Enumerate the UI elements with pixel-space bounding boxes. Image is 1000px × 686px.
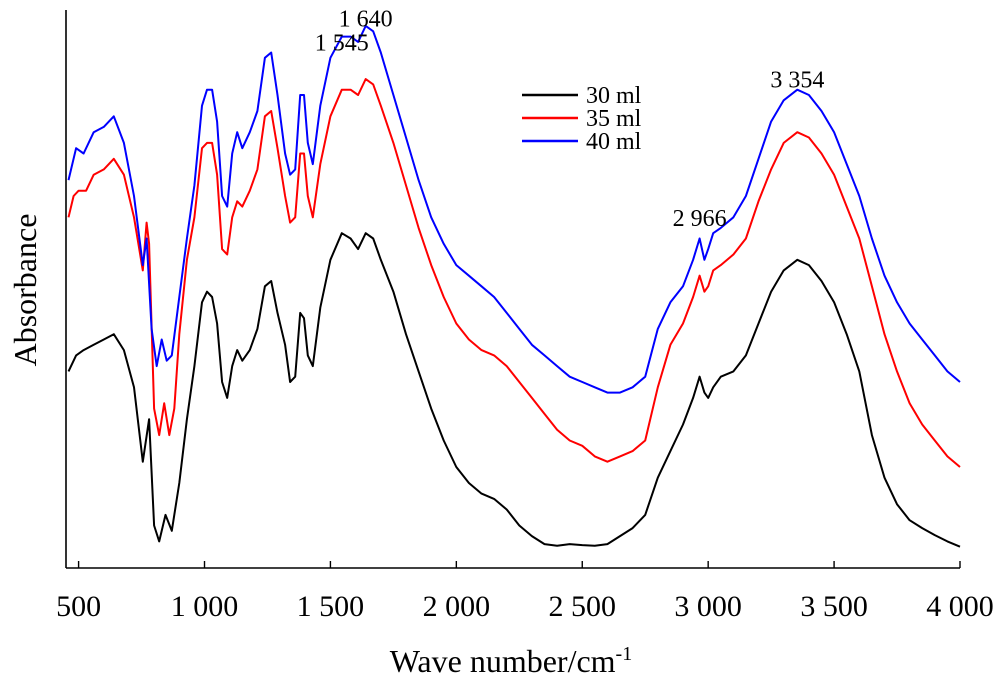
x-axis-title: Wave number/cm-1 xyxy=(390,643,632,679)
plot-frame xyxy=(65,10,960,569)
series-line-30-ml xyxy=(67,232,961,548)
x-tick-label-3000: 3 000 xyxy=(674,590,742,623)
y-axis-title: Absorbance xyxy=(7,214,43,367)
x-axis-title-sup: -1 xyxy=(616,643,633,665)
x-tick-label-3500: 3 500 xyxy=(800,590,868,623)
x-tick-label-1000: 1 000 xyxy=(171,590,239,623)
x-tick-label-4000: 4 000 xyxy=(926,590,994,623)
peak-label-1545: 1 545 xyxy=(315,30,369,56)
series-line-35-ml xyxy=(67,78,961,468)
legend-label-35-ml: 35 ml xyxy=(586,106,642,132)
x-tick-label-500: 500 xyxy=(56,590,101,623)
peak-label-2966: 2 966 xyxy=(673,206,727,232)
x-tick-label-2500: 2 500 xyxy=(549,590,617,623)
legend-label-30-ml: 30 ml xyxy=(586,83,642,109)
legend-label-40-ml: 40 ml xyxy=(586,129,642,155)
series-line-40-ml xyxy=(67,24,961,394)
peak-label-3354: 3 354 xyxy=(770,68,824,94)
x-tick-label-2000: 2 000 xyxy=(423,590,491,623)
x-axis-title-text: Wave number/cm xyxy=(390,643,616,679)
series-layer xyxy=(67,24,961,548)
x-tick-label-1500: 1 500 xyxy=(297,590,365,623)
x-axis-ticks: 500 1 000 1 500 2 000 2 500 3 000 3 500 4 000 xyxy=(56,561,994,623)
peak-label-1640: 1 640 xyxy=(339,7,393,33)
